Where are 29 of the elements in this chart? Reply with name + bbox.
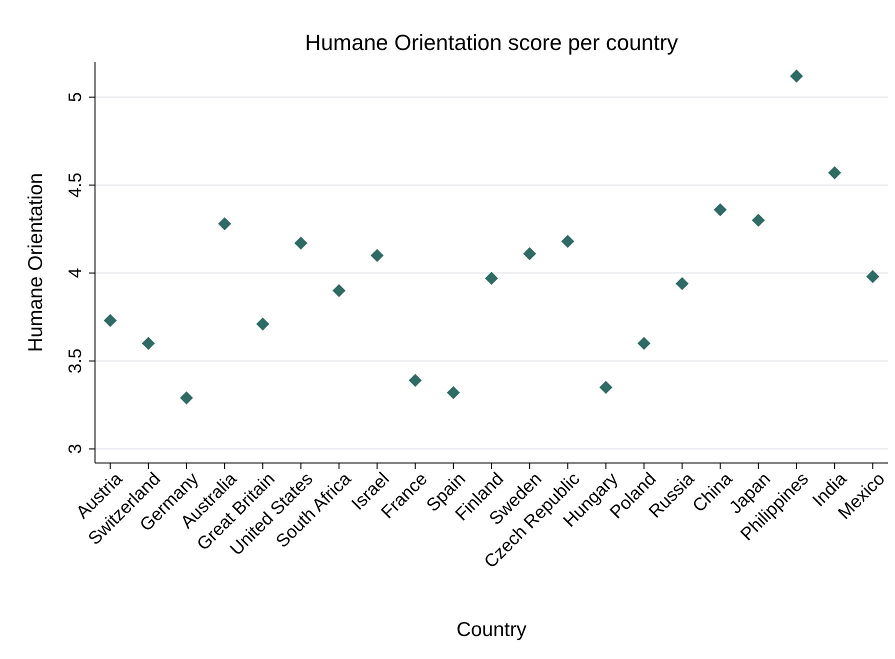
point [714,203,727,216]
point [370,248,384,262]
point [408,374,422,387]
point [866,270,880,284]
point [294,236,308,250]
point [790,70,804,83]
point [523,247,536,260]
point [256,318,270,331]
y-tick-label: 4.5 [65,172,85,198]
chart-title: Humane Orientation score per country [305,30,678,55]
point [561,234,574,248]
y-tick-label: 3 [65,444,85,454]
y-axis-title: Humane Orientation [25,173,47,352]
point [828,166,842,180]
y-tick-label: 3.5 [65,348,85,374]
y-tick-label: 5 [65,92,85,102]
point [104,314,117,328]
point [332,284,346,298]
point [637,336,651,350]
point [180,391,194,404]
y-tick-label: 4 [65,268,85,278]
x-axis-title: Country [456,619,527,641]
point [599,380,612,394]
point [446,386,460,400]
point [142,336,155,350]
point [676,277,689,290]
point [218,217,232,230]
point [752,214,765,227]
point [484,272,498,285]
